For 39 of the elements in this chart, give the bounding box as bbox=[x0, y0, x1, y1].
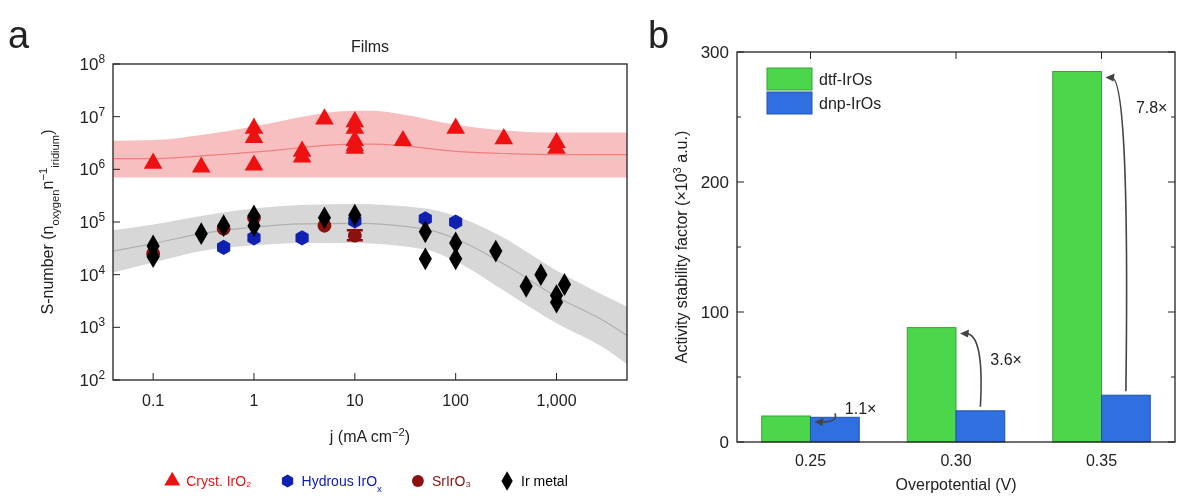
bar bbox=[1052, 71, 1103, 443]
text: a bbox=[8, 14, 30, 56]
annotation: 3.6× bbox=[990, 350, 1022, 368]
bar bbox=[761, 415, 811, 443]
annotation: 7.8× bbox=[1135, 99, 1168, 117]
y-tick-label: 10$^{8}$ bbox=[79, 51, 106, 74]
x-tick-label: 100 bbox=[442, 392, 470, 409]
legend-label: dnp-IrOs bbox=[819, 94, 882, 112]
x-axis-title: j (mA cm$^{−2}$) bbox=[328, 426, 411, 445]
x-tick-label: 0.25 bbox=[794, 452, 827, 469]
legend-label: Hydrous IrO$_{x}$ bbox=[301, 472, 383, 494]
legend-label: Cryst. IrO₂ bbox=[186, 472, 252, 489]
y-tick-label: 100 bbox=[700, 302, 729, 322]
bar bbox=[906, 327, 957, 443]
y-tick-label: 10$^{4}$ bbox=[79, 262, 106, 285]
x-axis-title: Overpotential (V) bbox=[895, 476, 1017, 493]
legend-label: Ir metal bbox=[521, 472, 568, 489]
annotation: 1.1× bbox=[844, 399, 877, 417]
chart-title: Films bbox=[350, 38, 390, 55]
x-tick-label: 1 bbox=[249, 392, 259, 409]
y-tick-label: 10$^{6}$ bbox=[79, 157, 106, 180]
bar bbox=[809, 416, 860, 443]
bar bbox=[955, 410, 1006, 443]
x-tick-label: 10 bbox=[345, 392, 364, 409]
x-tick-label: 1,000 bbox=[536, 392, 577, 409]
legend-label: dtf-IrOs bbox=[819, 70, 873, 88]
legend-label: SrIrO₃ bbox=[431, 472, 472, 489]
x-tick-label: 0.1 bbox=[142, 392, 165, 409]
y-tick-label: 300 bbox=[700, 42, 729, 62]
y-tick-label: 10$^{3}$ bbox=[79, 315, 106, 338]
text: b bbox=[648, 14, 670, 56]
x-tick-label: 0.35 bbox=[1085, 452, 1118, 469]
y-tick-label: 10$^{5}$ bbox=[79, 209, 106, 232]
y-tick-label: 0 bbox=[719, 432, 729, 452]
y-tick-label: 200 bbox=[700, 172, 729, 192]
bar bbox=[1101, 394, 1151, 443]
y-tick-label: 10$^{7}$ bbox=[79, 104, 106, 127]
x-tick-label: 0.30 bbox=[940, 452, 972, 469]
y-tick-label: 10$^{2}$ bbox=[79, 367, 106, 390]
